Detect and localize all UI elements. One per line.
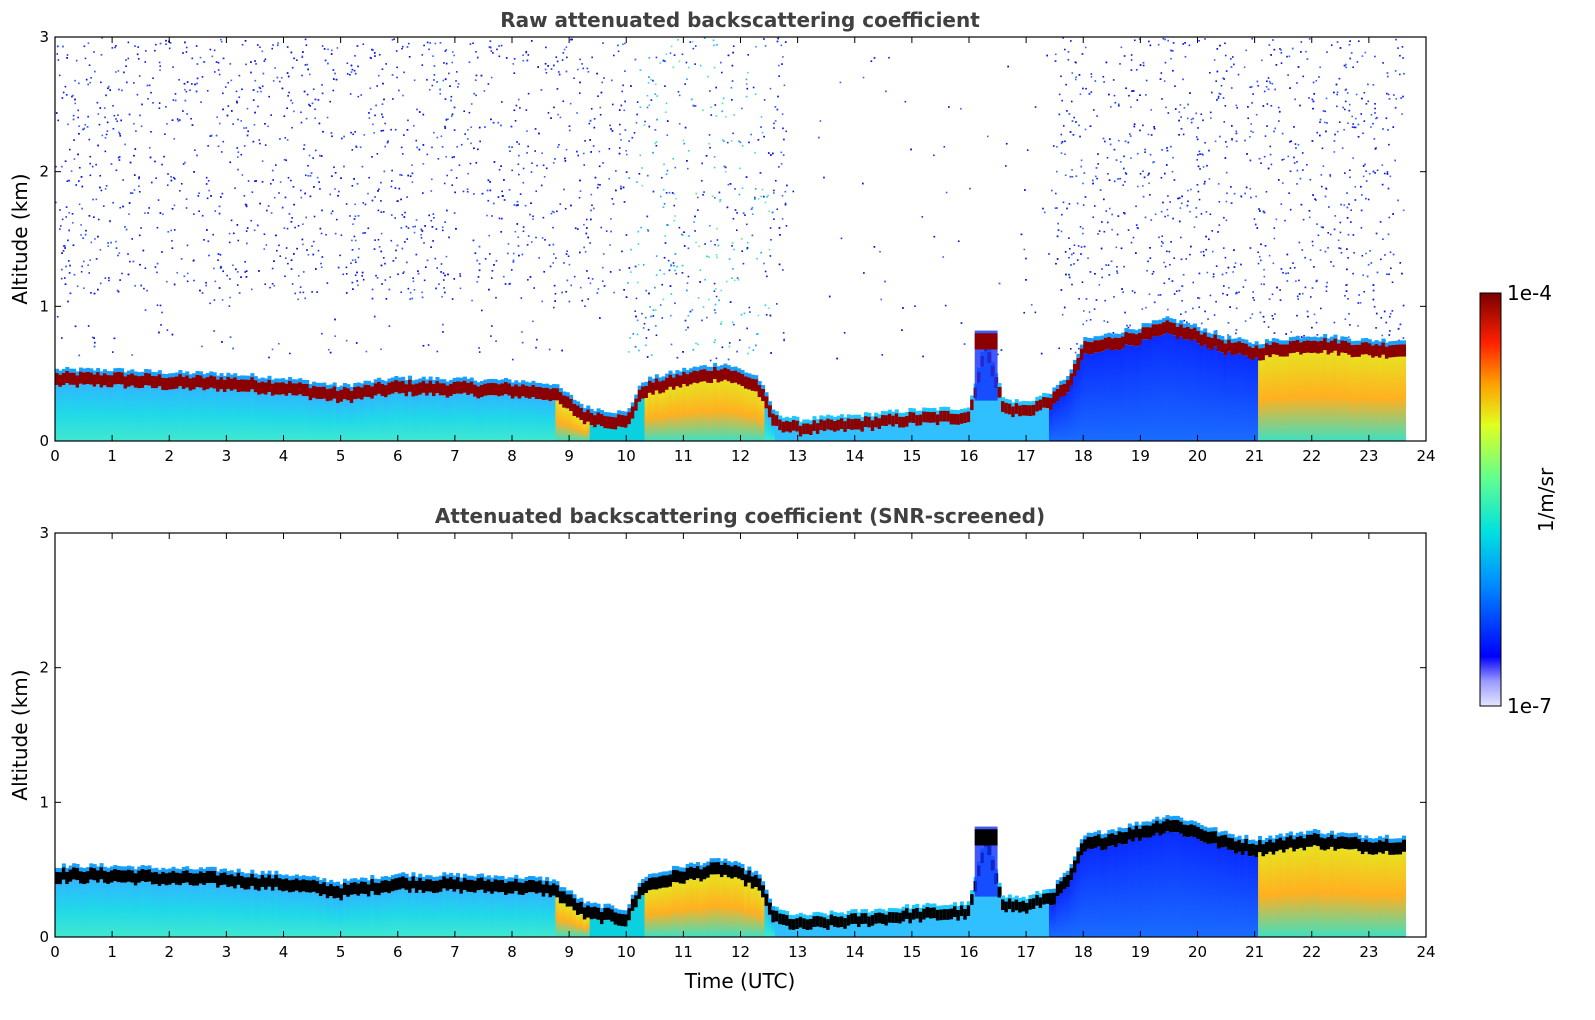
colorbar-min-label: 1e-7 bbox=[1507, 694, 1552, 718]
x-tick-label: 4 bbox=[279, 447, 289, 465]
colorbar-unit-label: 1/m/sr bbox=[1534, 467, 1558, 532]
aerosol-field bbox=[55, 316, 1407, 441]
x-tick-label: 16 bbox=[959, 943, 978, 961]
x-tick-label: 0 bbox=[50, 447, 60, 465]
x-tick-label: 24 bbox=[1416, 447, 1435, 465]
x-tick-label: 11 bbox=[674, 943, 693, 961]
panel-title: Attenuated backscattering coefficient (S… bbox=[435, 504, 1045, 528]
x-tick-label: 23 bbox=[1359, 943, 1378, 961]
heatmap-screened bbox=[55, 815, 1407, 937]
colorbar: 1e-4 1e-7 1/m/sr bbox=[1479, 281, 1558, 718]
x-tick-label: 1 bbox=[107, 447, 117, 465]
x-tick-label: 21 bbox=[1245, 943, 1264, 961]
y-axis-ticks: 0 1 2 3 bbox=[39, 28, 1426, 450]
x-tick-label: 22 bbox=[1302, 447, 1321, 465]
y-tick-label: 0 bbox=[39, 928, 49, 946]
x-axis-ticks: 0 1 2 3 4 5 6 7 8 9 10 11 12 13 14 15 16 17 18 19 20 21 22 23 24 bbox=[50, 533, 1436, 961]
panel-title: Raw attenuated backscattering coefficien… bbox=[500, 8, 980, 32]
x-tick-label: 5 bbox=[336, 447, 346, 465]
x-tick-label: 3 bbox=[222, 943, 232, 961]
x-tick-label: 20 bbox=[1188, 943, 1207, 961]
heatmap-raw bbox=[55, 37, 1407, 441]
x-axis-label: Time (UTC) bbox=[684, 969, 796, 993]
y-tick-label: 3 bbox=[39, 524, 49, 542]
y-tick-label: 2 bbox=[39, 163, 49, 181]
y-axis-label: Altitude (km) bbox=[8, 669, 32, 800]
x-tick-label: 7 bbox=[450, 447, 460, 465]
x-tick-label: 14 bbox=[845, 943, 864, 961]
x-tick-label: 6 bbox=[393, 447, 403, 465]
y-tick-label: 0 bbox=[39, 432, 49, 450]
y-axis-ticks: 0 1 2 3 bbox=[39, 524, 1426, 946]
x-tick-label: 12 bbox=[731, 943, 750, 961]
x-tick-label: 15 bbox=[902, 943, 921, 961]
y-tick-label: 3 bbox=[39, 28, 49, 46]
x-tick-label: 9 bbox=[564, 447, 574, 465]
x-tick-label: 16 bbox=[959, 447, 978, 465]
x-tick-label: 10 bbox=[617, 943, 636, 961]
panel-screened: Attenuated backscattering coefficient (S… bbox=[8, 504, 1436, 993]
x-tick-label: 9 bbox=[564, 943, 574, 961]
noise-field bbox=[55, 37, 1405, 362]
x-tick-label: 3 bbox=[222, 447, 232, 465]
x-tick-label: 1 bbox=[107, 943, 117, 961]
x-tick-label: 6 bbox=[393, 943, 403, 961]
colorbar-gradient bbox=[1479, 292, 1502, 707]
x-tick-label: 24 bbox=[1416, 943, 1435, 961]
y-axis-label: Altitude (km) bbox=[8, 173, 32, 304]
x-tick-label: 8 bbox=[507, 943, 517, 961]
x-tick-label: 8 bbox=[507, 447, 517, 465]
x-tick-label: 15 bbox=[902, 447, 921, 465]
x-tick-label: 21 bbox=[1245, 447, 1264, 465]
x-tick-label: 14 bbox=[845, 447, 864, 465]
x-tick-label: 20 bbox=[1188, 447, 1207, 465]
x-tick-label: 13 bbox=[788, 943, 807, 961]
y-tick-label: 1 bbox=[39, 793, 49, 811]
x-tick-label: 12 bbox=[731, 447, 750, 465]
x-tick-label: 18 bbox=[1074, 943, 1093, 961]
colorbar-max-label: 1e-4 bbox=[1507, 281, 1552, 305]
x-tick-label: 10 bbox=[617, 447, 636, 465]
x-tick-label: 0 bbox=[50, 943, 60, 961]
x-tick-label: 13 bbox=[788, 447, 807, 465]
panel-raw: Raw attenuated backscattering coefficien… bbox=[8, 8, 1436, 465]
x-tick-label: 2 bbox=[164, 447, 174, 465]
x-tick-label: 5 bbox=[336, 943, 346, 961]
y-tick-label: 1 bbox=[39, 297, 49, 315]
x-tick-label: 19 bbox=[1131, 447, 1150, 465]
x-tick-label: 17 bbox=[1017, 943, 1036, 961]
x-tick-label: 7 bbox=[450, 943, 460, 961]
x-tick-label: 4 bbox=[279, 943, 289, 961]
y-tick-label: 2 bbox=[39, 659, 49, 677]
x-tick-label: 2 bbox=[164, 943, 174, 961]
aerosol-field bbox=[55, 815, 1407, 937]
x-tick-label: 17 bbox=[1017, 447, 1036, 465]
x-tick-label: 11 bbox=[674, 447, 693, 465]
x-tick-label: 22 bbox=[1302, 943, 1321, 961]
x-tick-label: 18 bbox=[1074, 447, 1093, 465]
x-tick-label: 23 bbox=[1359, 447, 1378, 465]
x-axis-ticks: 0 1 2 3 4 5 6 7 8 9 10 11 12 13 14 15 16 17 18 19 20 21 22 23 24 bbox=[50, 37, 1436, 465]
x-tick-label: 19 bbox=[1131, 943, 1150, 961]
